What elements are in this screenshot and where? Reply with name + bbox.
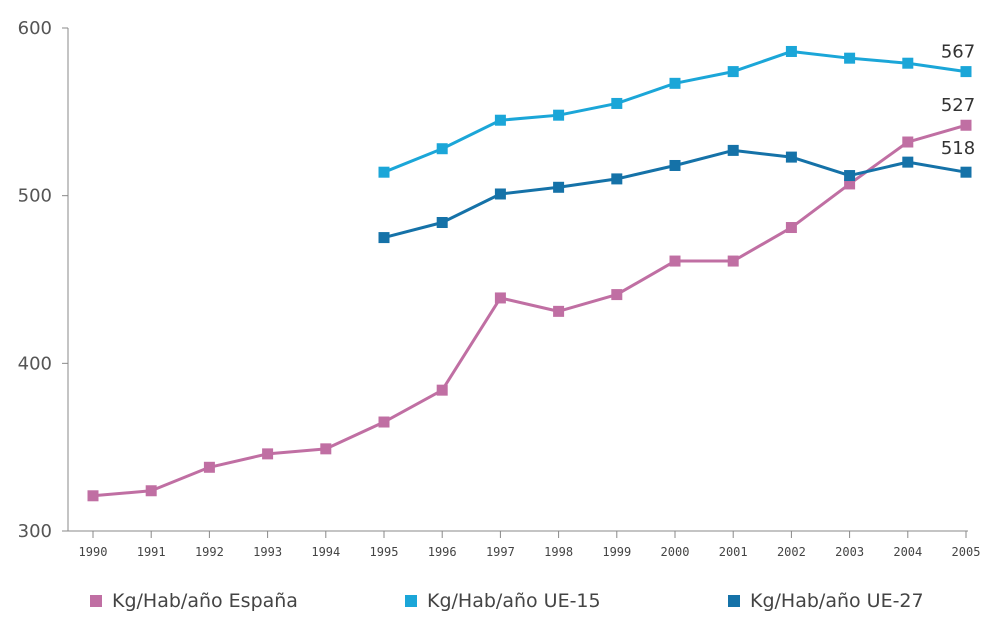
- legend-label-ue27: Kg/Hab/año UE-27: [750, 590, 924, 612]
- legend-item-espana: Kg/Hab/año España: [90, 590, 298, 612]
- data-point-marker: [145, 485, 157, 497]
- x-tick-label: 1998: [544, 545, 573, 559]
- data-point-marker: [727, 66, 739, 78]
- data-point-marker: [378, 232, 390, 244]
- data-point-marker: [902, 136, 914, 148]
- data-point-marker: [669, 77, 681, 89]
- x-tick-label: 1996: [428, 545, 457, 559]
- y-axis-ticks: 300 400 500 600: [18, 18, 68, 542]
- data-point-marker: [611, 173, 623, 185]
- legend-label-ue15: Kg/Hab/año UE-15: [427, 590, 601, 612]
- data-point-marker: [378, 166, 390, 178]
- data-point-marker: [785, 45, 797, 57]
- data-point-marker: [494, 188, 506, 200]
- end-value-label: 518: [941, 138, 975, 159]
- data-point-marker: [553, 181, 565, 193]
- legend-swatch-ue15: [405, 595, 417, 607]
- data-point-marker: [960, 66, 972, 78]
- data-point-marker: [902, 156, 914, 168]
- y-tick-label: 600: [18, 18, 52, 39]
- data-point-marker: [378, 416, 390, 428]
- series-1: [378, 45, 972, 178]
- data-point-marker: [611, 97, 623, 109]
- data-point-marker: [960, 166, 972, 178]
- data-point-marker: [320, 443, 332, 455]
- x-tick-label: 2002: [777, 545, 806, 559]
- y-tick-label: 400: [18, 353, 52, 374]
- data-point-marker: [611, 289, 623, 301]
- x-tick-label: 1991: [137, 545, 166, 559]
- data-point-marker: [785, 151, 797, 163]
- x-tick-label: 1995: [370, 545, 399, 559]
- data-point-marker: [553, 305, 565, 317]
- x-tick-label: 2000: [661, 545, 690, 559]
- x-tick-label: 2004: [893, 545, 922, 559]
- end-value-label: 567: [941, 42, 975, 63]
- x-tick-label: 1993: [253, 545, 282, 559]
- y-tick-label: 300: [18, 521, 52, 542]
- data-point-marker: [727, 255, 739, 267]
- data-point-marker: [203, 461, 215, 473]
- data-point-marker: [785, 222, 797, 234]
- x-tick-label: 1994: [311, 545, 340, 559]
- series-line: [92, 123, 967, 498]
- legend-item-ue15: Kg/Hab/año UE-15: [405, 590, 601, 612]
- legend-label-espana: Kg/Hab/año España: [112, 590, 298, 612]
- end-value-label: 527: [941, 95, 975, 116]
- data-point-marker: [844, 52, 856, 64]
- data-point-marker: [494, 114, 506, 126]
- legend-swatch-ue27: [728, 595, 740, 607]
- y-tick-label: 500: [18, 186, 52, 207]
- data-point-marker: [902, 57, 914, 69]
- legend: Kg/Hab/año España Kg/Hab/año UE-15 Kg/Ha…: [0, 590, 983, 618]
- x-tick-label: 2005: [952, 545, 981, 559]
- data-point-marker: [494, 292, 506, 304]
- data-point-marker: [669, 255, 681, 267]
- x-tick-label: 1997: [486, 545, 515, 559]
- series-line: [383, 49, 967, 174]
- series-layer: [87, 45, 972, 502]
- x-tick-label: 1990: [79, 545, 108, 559]
- end-labels: 527 567 518: [941, 42, 975, 160]
- data-point-marker: [553, 109, 565, 121]
- data-point-marker: [436, 384, 448, 396]
- legend-swatch-espana: [90, 595, 102, 607]
- x-tick-label: 2001: [719, 545, 748, 559]
- x-tick-label: 1992: [195, 545, 224, 559]
- data-point-marker: [436, 216, 448, 228]
- x-tick-label: 1999: [602, 545, 631, 559]
- x-axis-ticks: 1990 1991 1992 1993 1994 1995 1996 1997 1998 1999…: [79, 531, 981, 559]
- data-point-marker: [262, 448, 274, 460]
- data-point-marker: [669, 159, 681, 171]
- data-point-marker: [960, 119, 972, 131]
- data-point-marker: [436, 143, 448, 155]
- series-0: [87, 119, 972, 502]
- series-2: [378, 144, 972, 244]
- data-point-marker: [727, 144, 739, 156]
- x-tick-label: 2003: [835, 545, 864, 559]
- data-point-marker: [844, 170, 856, 182]
- data-point-marker: [844, 178, 856, 190]
- legend-item-ue27: Kg/Hab/año UE-27: [728, 590, 924, 612]
- data-point-marker: [87, 490, 99, 502]
